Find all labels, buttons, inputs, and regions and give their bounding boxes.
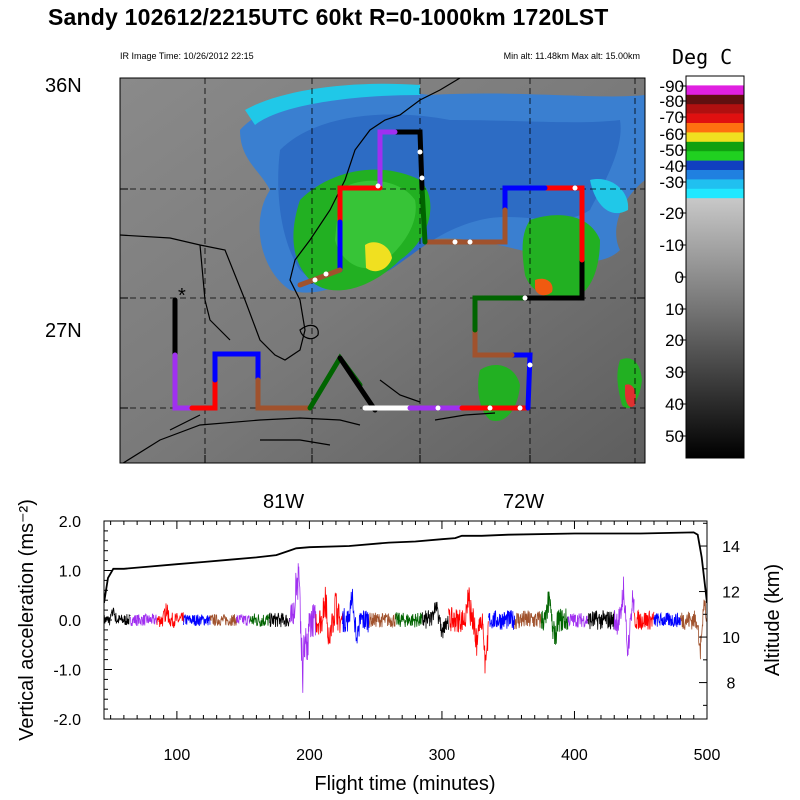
acceleration-traces xyxy=(104,563,707,693)
colorbar-ticks: -90-80-70-60-50-40-30 -20 -10 0 10 20 30 40 50 xyxy=(659,77,686,446)
colorbar-tick-label: -10 xyxy=(659,236,684,255)
colorbar-band xyxy=(686,160,744,171)
y-tick-label: 0.0 xyxy=(59,613,81,630)
y-axis-left: 2.0 1.0 0.0 -1.0 -2.0 xyxy=(53,514,112,729)
acceleration-segment xyxy=(395,611,423,628)
y2-tick-label: 8 xyxy=(727,676,736,693)
y-tick-label: 2.0 xyxy=(59,514,81,531)
colorbar-band xyxy=(686,151,744,161)
x-tick-label: 400 xyxy=(561,747,588,764)
y2-tick-label: 12 xyxy=(722,585,740,602)
acceleration-segment xyxy=(249,613,271,627)
acceleration-segment xyxy=(104,607,131,626)
colorbar-tick-label: -30 xyxy=(659,173,684,192)
acceleration-segment xyxy=(156,603,184,628)
colorbar-tick-label: -20 xyxy=(659,204,684,223)
colorbar-tick-label: -70 xyxy=(659,108,684,127)
colorbar-swatches xyxy=(685,75,745,459)
colorbar-title: Deg C xyxy=(672,45,732,69)
altitude-range: Min alt: 11.48km Max alt: 15.00km xyxy=(503,51,640,61)
acceleration-segment xyxy=(540,591,569,645)
colorbar-band xyxy=(686,170,744,180)
acceleration-segment xyxy=(448,587,489,674)
lat-label-27n: 27N xyxy=(45,320,82,342)
colorbar-band xyxy=(686,188,744,199)
x-axis-title: Flight time (minutes) xyxy=(314,773,495,795)
colorbar-tick-label: 20 xyxy=(665,331,684,350)
acceleration-segment xyxy=(680,599,707,660)
acceleration-segment xyxy=(183,614,211,626)
y-axis-title: Vertical acceleration (ms⁻²) xyxy=(16,499,38,741)
lon-label-72w: 72W xyxy=(503,491,544,513)
colorbar-band xyxy=(686,179,744,190)
y-tick-label: 1.0 xyxy=(59,564,81,581)
x-tick-label: 500 xyxy=(694,747,721,764)
colorbar-tick-label: 40 xyxy=(665,395,684,414)
acceleration-segment xyxy=(567,613,589,628)
colorbar-band xyxy=(686,141,744,152)
acceleration-segment xyxy=(236,614,251,626)
acceleration-segment xyxy=(613,576,635,657)
acceleration-segment xyxy=(653,611,681,628)
acceleration-segment xyxy=(368,612,396,629)
colorbar-tick-label: -60 xyxy=(659,125,684,144)
colorbar-band xyxy=(686,113,744,124)
figure-title: Sandy 102612/2215UTC 60kt R=0-1000km 172… xyxy=(48,4,609,30)
colorbar-frame xyxy=(685,75,745,459)
flight-track: * xyxy=(172,129,585,413)
colorbar: Deg C -90-80-70-60-50-40-30 -20 -10 0 10 20 30… xyxy=(659,45,745,459)
satellite-map: * xyxy=(120,78,645,463)
y2-axis-title: Altitude (km) xyxy=(762,564,784,676)
lon-label-81w: 81W xyxy=(263,491,304,513)
y-tick-label: -2.0 xyxy=(53,712,81,729)
acceleration-segment xyxy=(487,610,516,630)
lat-label-36n: 36N xyxy=(45,75,82,97)
colorbar-tick-label: -50 xyxy=(659,141,684,160)
colorbar-band xyxy=(686,104,744,114)
acceleration-segment xyxy=(209,614,237,627)
colorbar-band xyxy=(686,85,744,96)
colorbar-tick-label: 10 xyxy=(665,300,684,319)
svg-text:*: * xyxy=(178,285,186,307)
colorbar-tick-label: -80 xyxy=(659,92,684,111)
colorbar-band xyxy=(686,76,744,86)
ir-image-time: IR Image Time: 10/26/2012 22:15 xyxy=(120,51,254,61)
map-ticks xyxy=(120,188,645,463)
x-tick-label: 100 xyxy=(164,747,191,764)
colorbar-band xyxy=(686,123,744,133)
acceleration-segment xyxy=(421,601,449,639)
colorbar-tick-label: -40 xyxy=(659,157,684,176)
x-tick-label: 200 xyxy=(296,747,323,764)
acceleration-segment xyxy=(514,610,542,630)
y2-tick-label: 10 xyxy=(722,630,740,647)
colorbar-band xyxy=(686,94,744,105)
y-axis-right: 8 10 12 14 xyxy=(699,522,740,706)
y-tick-label: -1.0 xyxy=(53,663,81,680)
acceleration-segment xyxy=(342,588,370,644)
acceleration-segment xyxy=(587,610,615,630)
colorbar-tick-label: -90 xyxy=(659,77,684,96)
y2-tick-label: 14 xyxy=(722,539,740,556)
acceleration-segment xyxy=(289,563,317,693)
map-frame xyxy=(119,77,646,464)
colorbar-tick-label: 0 xyxy=(675,268,684,287)
x-axis: 100 200 300 400 500 xyxy=(110,521,721,764)
acceleration-segment xyxy=(269,612,290,628)
acceleration-segment xyxy=(130,613,158,627)
track-markers xyxy=(312,149,578,411)
acceleration-segment xyxy=(315,586,343,645)
altitude-line xyxy=(104,531,707,604)
accel-plot: 100 200 300 400 500 2.01.00.0-1.0-2.0 810121… xyxy=(16,499,784,795)
x-tick-label: 300 xyxy=(429,747,456,764)
colorbar-band xyxy=(686,132,744,143)
colorbar-tick-label: 30 xyxy=(665,363,684,382)
coastline xyxy=(120,78,496,463)
colorbar-tick-label: 50 xyxy=(665,427,684,446)
acceleration-segment xyxy=(633,609,655,631)
colorbar-gray-ramp xyxy=(686,198,744,458)
